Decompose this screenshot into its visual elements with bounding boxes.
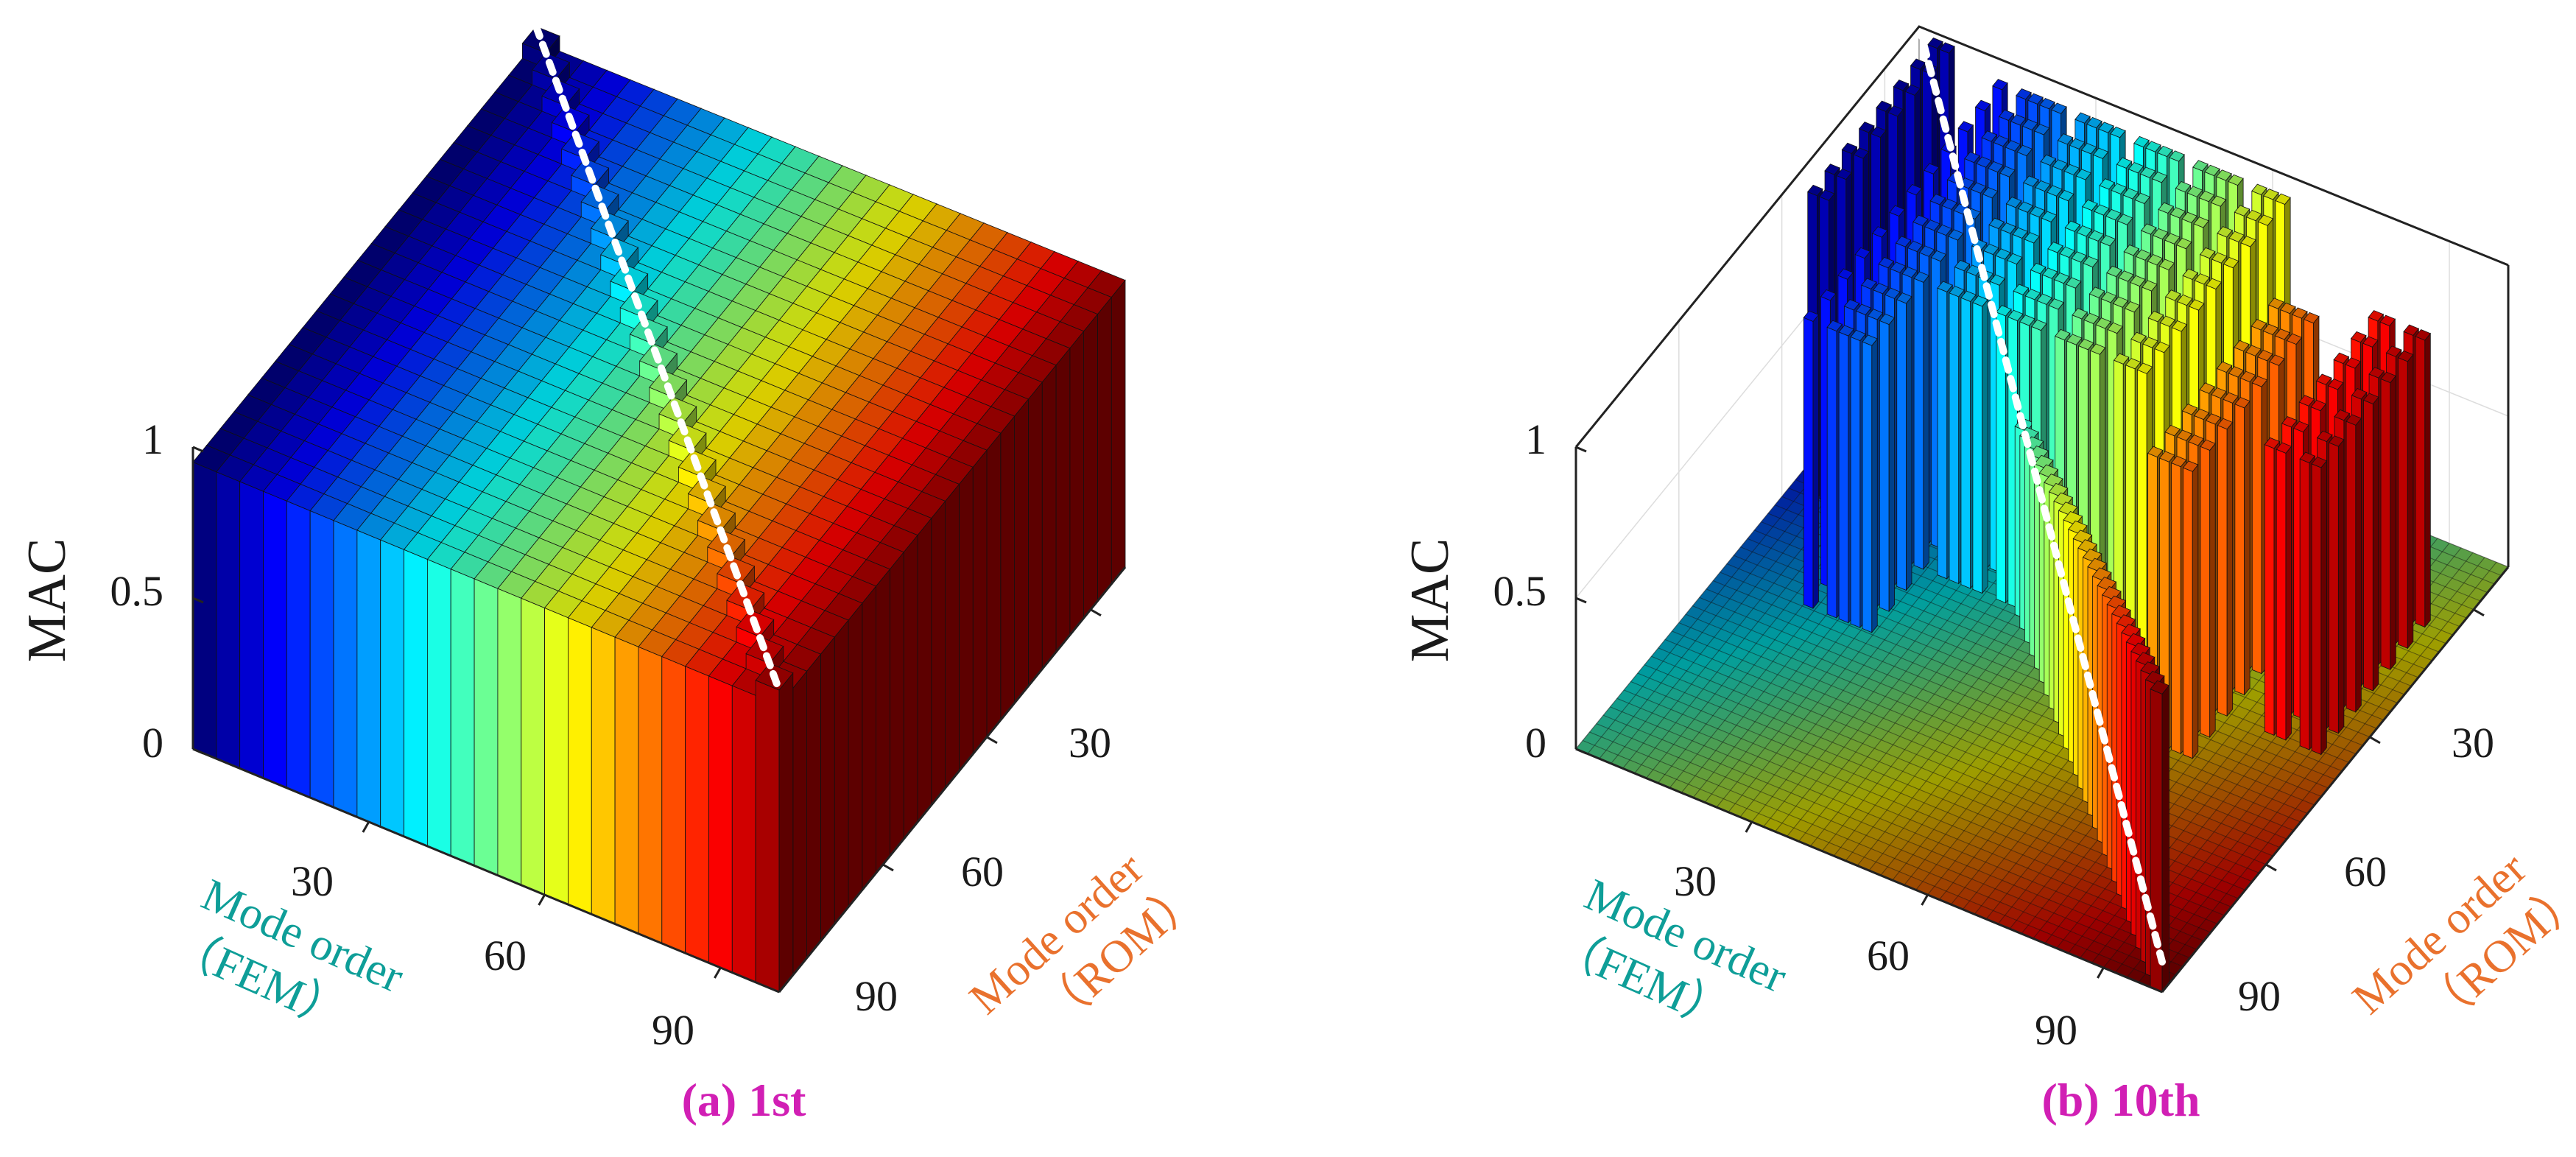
mac-bar-side [834, 619, 849, 925]
mac-bar-side [931, 500, 946, 806]
mac-bar-side [1000, 415, 1015, 721]
mac-bar-side [848, 602, 863, 908]
mac-bar-side [806, 653, 821, 959]
a-z-tick-1: 1 [142, 415, 163, 463]
mac-bar-side [1014, 398, 1029, 704]
mac-bar [333, 520, 358, 817]
a-z-label: MAC [17, 538, 77, 663]
mac-bar-side [778, 672, 794, 994]
mac-bar [286, 500, 311, 798]
x-tick-mark [714, 967, 722, 979]
x-tick-mark [362, 821, 370, 833]
a-z-tick-05: 0.5 [110, 567, 164, 615]
y-tick-mark [882, 863, 894, 872]
mac-bar [404, 549, 428, 847]
mac-bar [216, 471, 241, 769]
mac-bar [497, 588, 522, 886]
a-x-tick-90: 90 [652, 1006, 694, 1054]
mac-bar-side [1111, 279, 1126, 585]
mac-bar-side [917, 517, 932, 823]
a-x-tick-60: 60 [484, 932, 527, 980]
mac-bar-side [945, 483, 960, 789]
mac-bar [263, 490, 287, 789]
mac-bar [192, 461, 217, 759]
mac-bar [474, 578, 499, 876]
x-tick-mark [538, 894, 546, 906]
mac-bar [638, 646, 663, 944]
y-tick-mark [1090, 608, 1102, 617]
mac-bar-side [903, 534, 918, 840]
mac-bar-side [792, 670, 807, 977]
mac-bar-side [1055, 347, 1071, 653]
mac-bar-side [959, 466, 974, 773]
a-y-tick-30: 30 [1069, 719, 1111, 767]
panel-a-chart: 1 0.5 0 MAC 30 60 90 30 60 90 Mode order… [17, 23, 1210, 1126]
mac-bar [239, 481, 264, 779]
z-tick-mark [192, 446, 204, 453]
mac-bar-side [986, 432, 1002, 738]
a-z-tick-0: 0 [142, 719, 163, 767]
mac-bar-side [890, 551, 904, 857]
mac-bar [544, 607, 569, 905]
a-x-tick-30: 30 [291, 857, 334, 905]
y-tick-mark [986, 736, 998, 745]
a-y-tick-90: 90 [855, 972, 898, 1020]
a-caption: (a) 1st [682, 1074, 807, 1126]
mac-bar-side [1083, 313, 1098, 619]
panel-b-chart: 1 0.5 0 MAC 30 60 90 30 60 90 Mode order… [1400, 23, 2576, 1126]
mac-bar-side [862, 585, 876, 891]
mac-bar [450, 569, 475, 866]
mac-bar [427, 558, 451, 857]
mac-bar [309, 510, 334, 808]
mac-bar [614, 636, 639, 935]
mac-bar [755, 680, 780, 993]
mac-bar-side [1069, 330, 1084, 636]
mac-bar-side [1028, 381, 1043, 687]
mac-bar [708, 675, 733, 974]
mac-bar [731, 685, 756, 983]
mac-bar [661, 655, 686, 954]
mac-bar [380, 539, 404, 837]
mac-bar-side [820, 636, 835, 942]
mac-bar-side [1097, 296, 1112, 602]
mac-bar-side [972, 449, 988, 756]
mac-bar [591, 627, 616, 925]
mac-bar-side [1041, 364, 1057, 670]
mac-bar [568, 617, 592, 915]
mac-bar [356, 530, 381, 828]
mac-bar [685, 666, 709, 963]
a-y-tick-60: 60 [961, 848, 1004, 896]
mac-bar-side [876, 568, 890, 874]
mac-bar [521, 597, 545, 896]
